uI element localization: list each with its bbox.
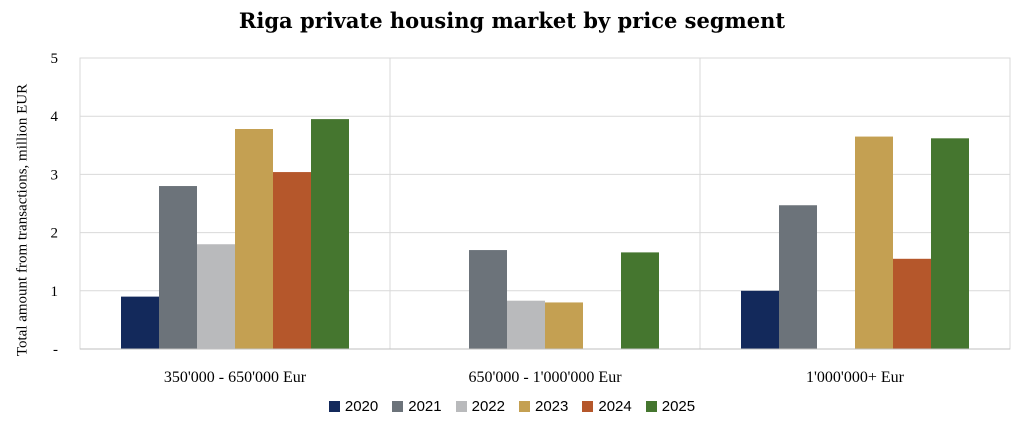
bar-2025: [621, 252, 659, 349]
legend-label: 2023: [535, 398, 569, 415]
legend-label: 2021: [408, 398, 442, 415]
legend-swatch: [328, 401, 340, 412]
bar-2022: [197, 244, 235, 349]
y-tick-label: 5: [51, 51, 59, 67]
bar-2023: [855, 136, 893, 349]
legend-label: 2022: [471, 398, 505, 415]
bar-2025: [311, 119, 349, 349]
bar-2021: [469, 250, 507, 349]
bar-2023: [235, 129, 273, 349]
x-tick-label: 1'000'000+ Eur: [806, 369, 905, 386]
legend-swatch: [392, 401, 404, 412]
legend-swatch: [455, 401, 467, 412]
legend-label: 2020: [344, 398, 379, 415]
legend-label: 2025: [661, 398, 696, 415]
y-tick-label: 4: [51, 109, 59, 125]
legend-swatch: [645, 401, 657, 412]
legend-item: 2024: [582, 398, 632, 415]
bar-2020: [121, 296, 159, 349]
bar-2021: [159, 186, 197, 349]
bar-2021: [779, 205, 817, 349]
legend-item: 2022: [455, 398, 505, 415]
bar-2022: [507, 300, 545, 349]
y-tick-label: 1: [51, 284, 59, 300]
legend-item: 2023: [519, 398, 568, 415]
legend-swatch: [582, 401, 594, 412]
legend-item: 2025: [645, 398, 696, 415]
legend-swatch: [519, 401, 530, 412]
bar-2024: [893, 258, 931, 349]
bar-2024: [273, 172, 311, 349]
legend-item: 2020: [328, 398, 379, 415]
y-tick-label: 2: [51, 226, 59, 242]
bar-2023: [545, 302, 583, 349]
bar-2025: [931, 138, 969, 349]
chart-title: Riga private housing market by price seg…: [238, 8, 786, 33]
legend-item: 2021: [392, 398, 442, 415]
y-tick-label: -: [53, 342, 58, 358]
bar-2020: [741, 290, 779, 349]
x-tick-label: 650'000 - 1'000'000 Eur: [468, 369, 622, 386]
legend-label: 2024: [598, 398, 632, 415]
y-tick-label: 3: [51, 167, 59, 183]
legend: 2020 2021 2022 2023 2024 2025: [0, 398, 1024, 415]
x-tick-label: 350'000 - 650'000 Eur: [164, 369, 307, 386]
